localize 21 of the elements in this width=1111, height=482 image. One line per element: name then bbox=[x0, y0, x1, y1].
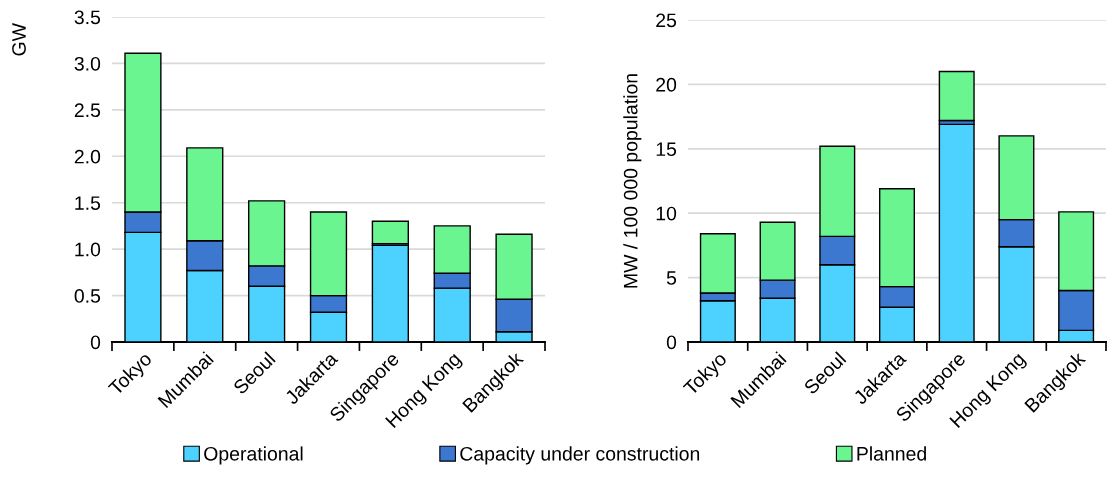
y-axis-title: GW bbox=[12, 23, 26, 56]
y-tick-label: 0 bbox=[666, 335, 677, 350]
y-tick-label: 2.5 bbox=[74, 103, 101, 118]
legend-label: Operational bbox=[204, 446, 303, 465]
y-tick-label: 0.5 bbox=[74, 289, 101, 303]
y-tick-label: 15 bbox=[656, 142, 677, 157]
y-tick-label: 5 bbox=[666, 271, 677, 285]
y-tick-label: 25 bbox=[656, 13, 677, 28]
legend-label: Planned bbox=[857, 446, 926, 461]
y-tick-label: 3.0 bbox=[74, 56, 101, 71]
y-tick-label: 10 bbox=[656, 206, 677, 221]
y-tick-label: 20 bbox=[656, 77, 677, 92]
y-tick-label: 1.5 bbox=[75, 196, 101, 210]
y-tick-label: 1.0 bbox=[75, 242, 101, 257]
y-axis-title: MW / 100 000 population bbox=[623, 74, 642, 288]
y-tick-label: 3.5 bbox=[74, 10, 101, 25]
bar bbox=[371, 220, 409, 245]
y-tick-label: 0 bbox=[90, 335, 101, 350]
y-tick-label: 2.0 bbox=[74, 149, 101, 164]
bar bbox=[938, 70, 975, 122]
legend-label: Capacity under construction bbox=[460, 446, 700, 465]
